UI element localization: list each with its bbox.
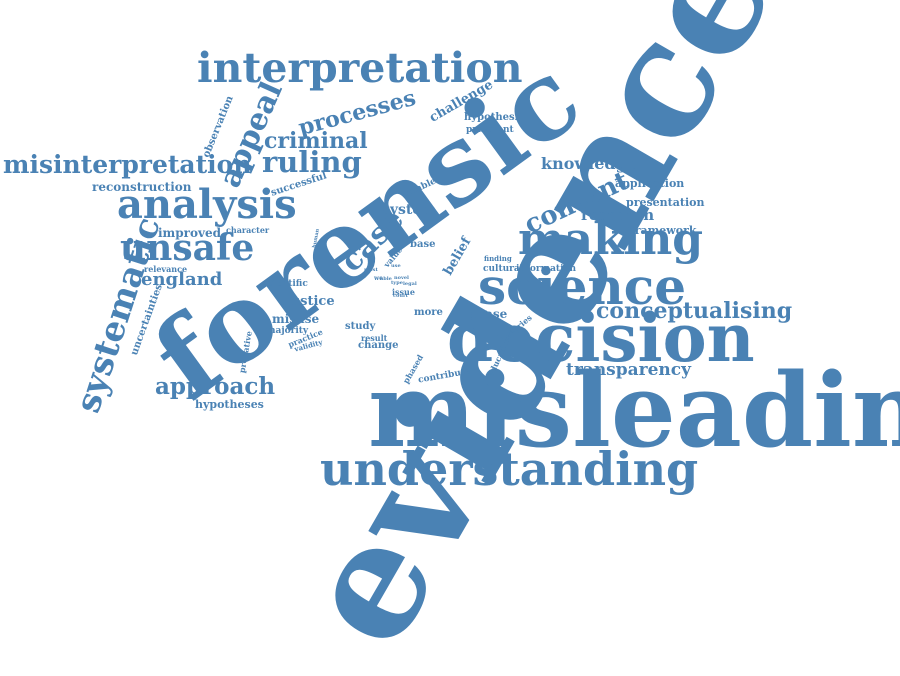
word-more: more [414,307,443,318]
word-base: base [410,239,436,250]
word-hypotheses: hypotheses [195,398,264,411]
word-knowledge: knowledge [541,154,637,173]
word-issue: issue [392,287,415,297]
word-misuse: misuse [272,312,320,326]
word-reconstruction: reconstruction [92,180,192,194]
word-prevalent: prevalent [466,125,514,135]
word-type: type [391,280,403,286]
word-novel: novel [394,275,409,281]
word-making: making [518,214,704,265]
word-transparency: transparency [566,360,692,380]
word-relevance: relevance [144,264,188,274]
word-most: most [364,267,378,273]
word-we: we [374,275,383,282]
word-ruling: ruling [262,145,362,179]
word-science: science [478,257,687,316]
word-approach: approach [155,373,276,400]
word-england: england [141,269,223,290]
word-improved: improved [158,226,221,240]
word-change: change [358,340,399,351]
word-framework: framework [630,224,697,237]
word-cultural: cultural [483,264,524,274]
word-decision: decision [447,299,755,377]
word-understanding: understanding [320,442,699,496]
word-application: application [615,177,685,190]
word-finding: finding [484,254,512,263]
word-criminal: criminal [264,128,368,154]
word-cloud: evidence misleading forensic decision sc… [3,0,900,676]
word-scientific: scientific [262,279,308,289]
word-court: court [393,293,408,299]
word-justice: justice [286,294,335,309]
word-unsafe: unsafe [120,227,255,269]
word-misleading: misleading [368,351,900,471]
word-misinterpretation: misinterpretation [3,150,252,179]
word-information: information [516,264,577,274]
word-study: study [345,321,376,332]
word-research: research [581,206,655,224]
word-hypothesi: hypothesi [464,112,519,123]
word-majority: majority [266,326,309,336]
word-use: use [391,263,401,269]
word-able: able [380,276,392,282]
word-character: character [226,225,270,235]
word-interpretation: interpretation [197,44,523,92]
word-conceptualising: conceptualising [596,298,793,324]
word-system: system [382,202,437,218]
word-presentation: presentation [626,196,705,209]
word-legal: legal [403,281,417,287]
word-analysis: analysis [117,181,297,228]
word-result: result [361,333,388,343]
word-phase: phase [468,307,508,321]
